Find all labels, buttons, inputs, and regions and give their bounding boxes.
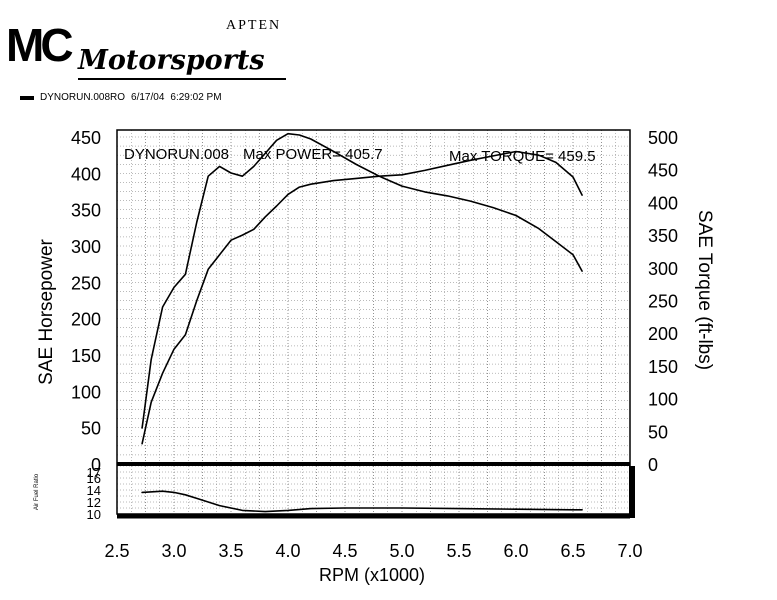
y-right-tick-label: 450 bbox=[648, 161, 678, 181]
y-left-tick-label: 200 bbox=[71, 310, 101, 330]
logo-motorsports-text: Motorsports bbox=[78, 45, 265, 76]
run-time: 6:29:02 PM bbox=[170, 92, 222, 103]
y-left-tick-label: 350 bbox=[71, 201, 101, 221]
y-left-tick-label: 400 bbox=[71, 164, 101, 184]
y-right-tick-label: 250 bbox=[648, 292, 678, 312]
y-right-tick-label: 500 bbox=[648, 128, 678, 148]
run-legend-swatch bbox=[20, 95, 34, 100]
y-right-tick-label: 200 bbox=[648, 324, 678, 344]
x-tick-label: 5.5 bbox=[446, 541, 471, 561]
logo-mc-mark: MC bbox=[6, 19, 74, 71]
y-right-tick-label: 150 bbox=[648, 357, 678, 377]
horsepower-line bbox=[141, 150, 583, 445]
y-left-tick-label: 0 bbox=[91, 455, 101, 475]
afr-tick-label: 14 bbox=[87, 483, 101, 498]
x-tick-label: 5.0 bbox=[389, 541, 414, 561]
x-tick-label: 4.0 bbox=[275, 541, 300, 561]
y-left-tick-label: 450 bbox=[71, 128, 101, 148]
y-left-tick-label: 50 bbox=[81, 419, 101, 439]
afr-tick-label: 10 bbox=[87, 507, 101, 522]
afr-line bbox=[141, 490, 583, 513]
afr-tick-label: 12 bbox=[87, 495, 101, 510]
torque-line bbox=[141, 132, 583, 429]
y-right-tick-label: 50 bbox=[648, 422, 668, 442]
max-torque-annotation: Max TORQUE= 459.5 bbox=[449, 148, 596, 165]
y-right-tick-label: 100 bbox=[648, 390, 678, 410]
x-axis-label: RPM (x1000) bbox=[319, 565, 425, 585]
y-right-tick-label: 400 bbox=[648, 193, 678, 213]
y-right-tick-label: 0 bbox=[648, 455, 658, 475]
x-tick-label: 3.5 bbox=[218, 541, 243, 561]
x-tick-label: 6.5 bbox=[560, 541, 585, 561]
logo-apten-text: APTEN bbox=[226, 18, 282, 33]
motorsports-logo: MC Motorsports APTEN bbox=[6, 18, 296, 80]
x-tick-label: 3.0 bbox=[161, 541, 186, 561]
y-left-axis-label: SAE Horsepower bbox=[36, 238, 57, 384]
run-file-name: DYNORUN.008RO bbox=[40, 92, 126, 103]
y-right-tick-label: 350 bbox=[648, 226, 678, 246]
x-tick-label: 4.5 bbox=[332, 541, 357, 561]
afr-axis-label: Air Fuel Ratio bbox=[34, 473, 40, 510]
x-tick-label: 2.5 bbox=[104, 541, 129, 561]
logo-underline bbox=[78, 78, 286, 80]
y-left-tick-label: 100 bbox=[71, 382, 101, 402]
afr-tick-label: 17 bbox=[87, 465, 101, 480]
y-right-tick-label: 300 bbox=[648, 259, 678, 279]
y-left-tick-label: 150 bbox=[71, 346, 101, 366]
x-tick-label: 6.0 bbox=[503, 541, 528, 561]
afr-tick-label: 16 bbox=[87, 471, 101, 486]
y-right-axis-label: SAE Torque (ft-lbs) bbox=[694, 210, 715, 370]
run-info: DYNORUN.008RO 6/17/04 6:29:02 PM bbox=[20, 92, 222, 103]
run-date: 6/17/04 bbox=[131, 92, 165, 103]
chart-title: DYNORUN.008 bbox=[124, 146, 229, 163]
y-left-tick-label: 250 bbox=[71, 273, 101, 293]
y-left-tick-label: 300 bbox=[71, 237, 101, 257]
x-tick-label: 7.0 bbox=[617, 541, 642, 561]
